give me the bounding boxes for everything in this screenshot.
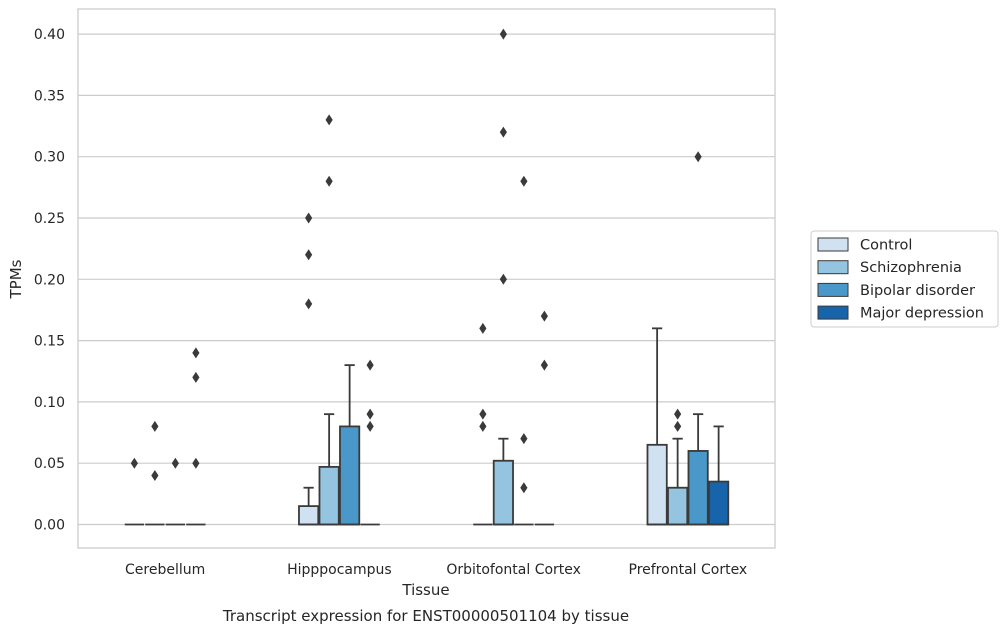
outlier-point [305, 298, 313, 310]
y-tick-label: 0.10 [34, 395, 65, 411]
box [339, 425, 361, 526]
box-3-0 [186, 347, 206, 526]
box-0-0 [124, 457, 145, 526]
outlier-point [674, 408, 682, 420]
y-tick-label: 0.05 [34, 456, 65, 472]
box-series [124, 28, 730, 526]
legend-swatch [817, 237, 849, 252]
y-tick-label: 0.20 [34, 272, 65, 288]
outlier-point [479, 408, 487, 420]
box-3-1 [360, 359, 380, 526]
plot-frame [77, 8, 776, 549]
outlier-point [366, 359, 374, 371]
gridlines [78, 33, 775, 526]
outlier-point [325, 114, 333, 126]
box-0-3 [646, 327, 668, 526]
box-1-0 [145, 420, 165, 526]
x-tick-label: Orbitofontal Cortex [446, 562, 581, 578]
box-0-1 [298, 212, 320, 526]
outlier-point [305, 212, 313, 224]
x-tick-label: Cerebellum [125, 562, 205, 578]
outlier-point [366, 408, 374, 420]
legend-swatch [817, 260, 849, 275]
box [646, 443, 668, 526]
box [492, 459, 514, 526]
outlier-point [540, 310, 548, 322]
x-axis-title: Tissue [401, 581, 449, 599]
legend-label: Control [860, 238, 912, 254]
outlier-point [520, 482, 528, 494]
outlier-point [520, 175, 528, 187]
outlier-point [192, 457, 200, 469]
outlier-point [694, 151, 702, 163]
outlier-point [192, 347, 200, 359]
box [667, 486, 689, 526]
legend-frame [810, 230, 999, 328]
box-3-3 [708, 425, 730, 526]
box-1-2 [492, 28, 514, 526]
legend-swatch [817, 282, 849, 297]
outlier-point [130, 457, 138, 469]
y-tick-label: 0.30 [34, 150, 65, 166]
legend-label: Bipolar disorder [860, 283, 975, 299]
y-tick-label: 0.40 [34, 27, 65, 43]
outlier-point [499, 126, 507, 138]
x-axis-ticks: Cerebellum Hipppocampus Orbitofontal Corte… [125, 562, 747, 578]
outlier-point [366, 420, 374, 432]
outlier-point [171, 457, 179, 469]
y-axis-ticks: 0.00 0.05 0.10 0.15 0.20 0.25 0.30 0.35 0.40 [34, 27, 65, 533]
box-2-3 [687, 151, 709, 526]
outlier-point [674, 420, 682, 432]
outlier-point [325, 175, 333, 187]
legend-label: Schizophrenia [860, 260, 962, 276]
outlier-point [479, 322, 487, 334]
box-2-0 [165, 457, 186, 526]
legend-swatch [817, 305, 849, 320]
box-2-2 [514, 175, 534, 526]
outlier-point [151, 420, 159, 432]
y-tick-label: 0.00 [34, 518, 65, 534]
outlier-point [479, 420, 487, 432]
outlier-point [151, 469, 159, 481]
box [708, 480, 730, 526]
box-1-1 [318, 114, 340, 526]
outlier-point [540, 359, 548, 371]
box [687, 450, 709, 526]
y-tick-label: 0.15 [34, 334, 65, 350]
x-tick-label: Prefrontal Cortex [629, 562, 748, 578]
box-0-2 [473, 322, 493, 526]
legend: Control Schizophrenia Bipolar disorder Majo… [810, 230, 999, 328]
box-3-2 [534, 310, 555, 526]
box [318, 465, 340, 526]
legend-label: Major depression [860, 306, 984, 322]
outlier-point [520, 433, 528, 445]
chart-title: Transcript expression for ENST0000050110… [222, 607, 629, 625]
outlier-point [305, 249, 313, 261]
outlier-point [499, 273, 507, 285]
box [298, 505, 320, 526]
outlier-point [499, 28, 507, 40]
box-1-3 [667, 408, 689, 526]
y-tick-label: 0.35 [34, 88, 65, 104]
box-2-1 [339, 364, 361, 526]
y-tick-label: 0.25 [34, 211, 65, 227]
outlier-point [192, 371, 200, 383]
y-axis-title: TPMs [7, 259, 25, 299]
x-tick-label: Hipppocampus [287, 562, 392, 578]
